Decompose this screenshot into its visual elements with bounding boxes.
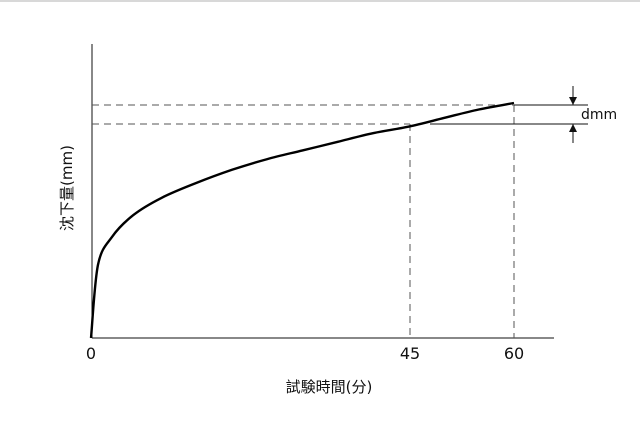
dimension-arrowhead-lower [569, 124, 577, 132]
top-border [0, 0, 640, 2]
x-tick-60: 60 [504, 344, 524, 363]
x-tick-45: 45 [400, 344, 420, 363]
settlement-curve [89, 101, 515, 339]
dimension-arrowhead-upper [569, 97, 577, 105]
x-axis-label: 試験時間(分) [286, 378, 373, 396]
delta-label: dmm [581, 107, 617, 123]
y-axis-label: 沈下量(mm) [58, 145, 76, 231]
x-tick-0: 0 [86, 344, 96, 363]
